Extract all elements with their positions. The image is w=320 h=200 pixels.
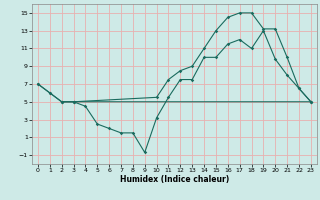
- X-axis label: Humidex (Indice chaleur): Humidex (Indice chaleur): [120, 175, 229, 184]
